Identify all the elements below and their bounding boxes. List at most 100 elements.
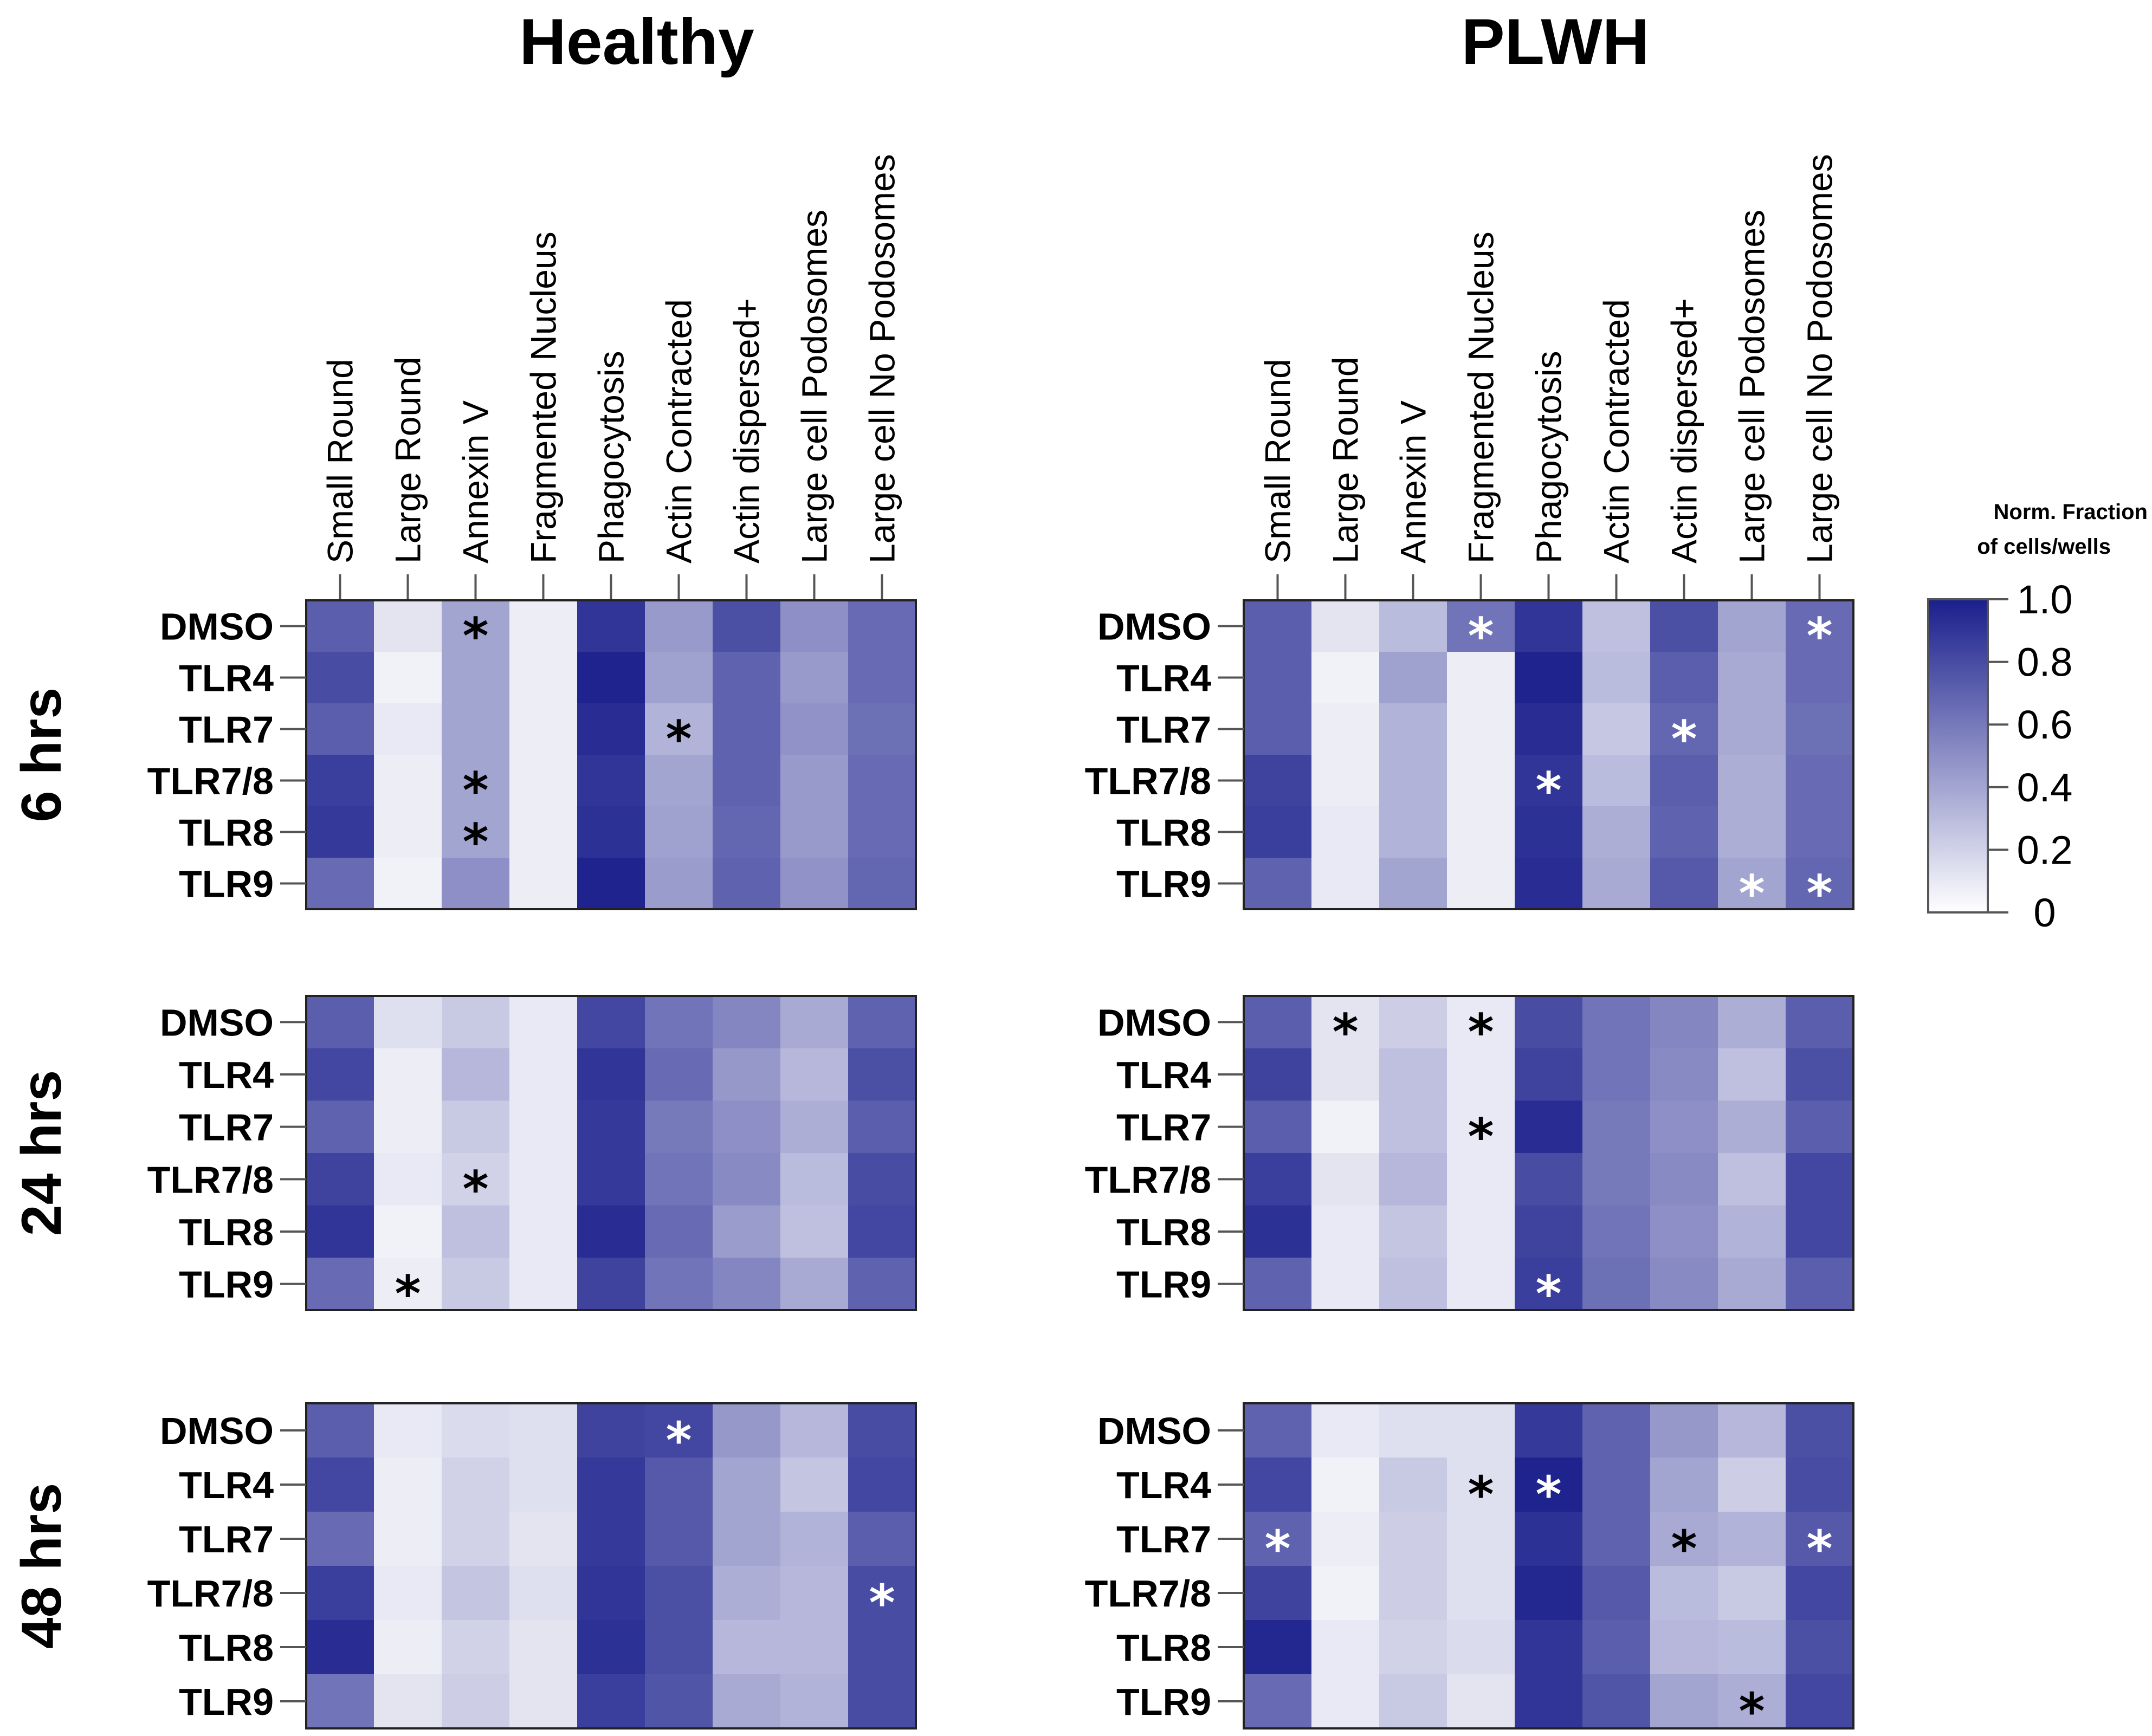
row-label: TLR4 — [1116, 657, 1211, 699]
heatmap-cell — [577, 806, 645, 858]
heatmap-cell — [1515, 1458, 1583, 1512]
heatmap-cell — [645, 1458, 713, 1512]
heatmap-cell — [442, 1566, 510, 1621]
heatmap-cell — [509, 806, 578, 858]
row-label: TLR7/8 — [147, 1158, 274, 1201]
panel-title-plwh: PLWH — [1462, 5, 1650, 78]
heatmap-cell — [780, 1458, 849, 1512]
heatmap-cell — [848, 1620, 916, 1675]
heatmap-cell — [577, 1458, 645, 1512]
row-label: DMSO — [1097, 1410, 1211, 1452]
row-label: TLR8 — [1116, 1627, 1211, 1669]
heatmap-cell — [1718, 1258, 1786, 1311]
heatmap-cell — [509, 1100, 578, 1154]
colorbar-tick-label: 1.0 — [2017, 577, 2073, 622]
column-label: Phagocytosis — [1529, 351, 1569, 563]
heatmap-cell — [374, 1512, 442, 1566]
significance-star: * — [665, 1411, 692, 1469]
colorbar-tick-label: 0.6 — [2017, 702, 2073, 747]
heatmap-cell — [645, 1403, 713, 1458]
heatmap-cell — [374, 1674, 442, 1729]
heatmap-cell — [1650, 755, 1718, 807]
heatmap-cell — [1582, 806, 1651, 858]
heatmap-cell — [1379, 1153, 1447, 1206]
heatmap-cell — [509, 1153, 578, 1206]
heatmap-cell — [577, 1258, 645, 1311]
heatmap-cell — [577, 1048, 645, 1101]
heatmap-cell — [509, 652, 578, 704]
column-label: Annexin V — [1393, 400, 1433, 563]
row-label: TLR4 — [1116, 1464, 1211, 1506]
heatmap-cell — [713, 1258, 781, 1311]
heatmap-cell — [306, 1403, 374, 1458]
heatmap-cell — [645, 996, 713, 1049]
heatmap-cell — [306, 1620, 374, 1675]
heatmap-cell — [1447, 755, 1515, 807]
heatmap-cell — [645, 1566, 713, 1621]
heatmap-cell — [848, 1100, 916, 1154]
heatmap-cell — [848, 1153, 916, 1206]
heatmap-cell — [1447, 703, 1515, 755]
heatmap-cell — [1515, 1048, 1583, 1101]
panel-border — [305, 599, 917, 910]
heatmap-cell — [1582, 755, 1651, 807]
significance-star: * — [1739, 1682, 1765, 1736]
heatmap-cell — [306, 1100, 374, 1154]
heatmap-cell — [848, 1205, 916, 1258]
panel-border — [305, 995, 917, 1311]
row-label: TLR7/8 — [1085, 1158, 1211, 1201]
significance-star: * — [1739, 865, 1765, 923]
column-label: Fragmented Nucleus — [524, 231, 564, 563]
heatmap-cell — [1718, 1048, 1786, 1101]
heatmap-cell — [374, 652, 442, 704]
heatmap-cell — [1718, 1205, 1786, 1258]
row-label: TLR4 — [179, 657, 274, 699]
heatmap-cell — [1582, 858, 1651, 910]
heatmap-cell — [577, 1512, 645, 1566]
heatmap-cell — [1650, 652, 1718, 704]
heatmap-cell — [577, 1566, 645, 1621]
column-label: Large cell No Podosomes — [862, 154, 902, 563]
heatmap-cell — [780, 703, 849, 755]
heatmap-cell — [1311, 755, 1380, 807]
column-label: Large cell Podosomes — [794, 210, 835, 563]
row-label: TLR7 — [179, 1518, 274, 1560]
heatmap-cell — [1786, 1100, 1854, 1154]
heatmap-cell — [1650, 1620, 1718, 1675]
row-label: DMSO — [1097, 1001, 1211, 1044]
row-label: TLR4 — [179, 1464, 274, 1506]
heatmap-cell — [1650, 1458, 1718, 1512]
heatmap-cell — [1582, 1674, 1651, 1729]
heatmap-cell — [1379, 1620, 1447, 1675]
heatmap-cell — [1244, 652, 1312, 704]
heatmap-cell — [1582, 1153, 1651, 1206]
heatmap-cell — [645, 755, 713, 807]
column-label: Actin Contracted — [659, 299, 699, 563]
heatmap-cell — [780, 1205, 849, 1258]
heatmap-cell — [1311, 1566, 1380, 1621]
heatmap-cell — [1447, 1458, 1515, 1512]
heatmap-cell — [577, 652, 645, 704]
row-label: TLR8 — [179, 812, 274, 854]
heatmap-cell — [1311, 1205, 1380, 1258]
heatmap-cell — [1650, 1566, 1718, 1621]
heatmap-cell — [1515, 1153, 1583, 1206]
heatmap-cell — [442, 755, 510, 807]
heatmap-cell — [306, 1674, 374, 1729]
heatmap-cell — [645, 806, 713, 858]
heatmap-cell — [509, 1403, 578, 1458]
heatmap-cell — [848, 996, 916, 1049]
heatmap-cell — [645, 600, 713, 652]
heatmap-cell — [1650, 1205, 1718, 1258]
heatmap-cell — [442, 1512, 510, 1566]
heatmap-cell — [713, 858, 781, 910]
heatmap-panels: Healthy PLWH 6 hrs 24 hrs 48 hrs Small Round L… — [10, 5, 1854, 1736]
significance-star: * — [462, 607, 488, 665]
heatmap-cell — [1244, 1458, 1312, 1512]
heatmap-cell — [1582, 1100, 1651, 1154]
significance-star: * — [1806, 607, 1832, 665]
row-label: TLR8 — [1116, 1211, 1211, 1253]
heatmap-cell — [1311, 1258, 1380, 1311]
heatmap-cell — [442, 996, 510, 1049]
heatmap-cell — [1244, 806, 1312, 858]
